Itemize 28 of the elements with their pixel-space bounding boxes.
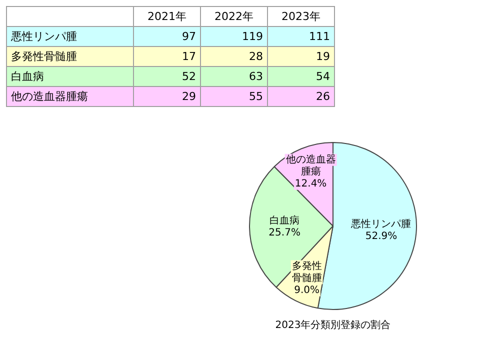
data-label: 25.7% <box>268 227 300 238</box>
text: 2023年分類別登録の割合 <box>274 318 392 332</box>
data-label: 9.0% <box>294 284 320 296</box>
series-label: 白血病 <box>6 66 134 86</box>
data-label: 119 <box>200 26 268 46</box>
data-label: 111 <box>268 26 334 46</box>
data-label: 12.4% <box>294 178 327 190</box>
slice-label: 悪性リンパ腫 <box>350 218 412 230</box>
slice-label: 他の造血器腫瘍 <box>286 154 336 178</box>
series-label: 多発性骨髄腫 <box>6 46 134 66</box>
slice-label: 多発性骨髄腫 <box>292 260 322 284</box>
category-label: 2021年 <box>134 6 200 26</box>
series-label: 他の造血器腫瘍 <box>6 86 134 106</box>
data-label: 17 <box>134 46 200 66</box>
series-label: 悪性リンパ腫 <box>6 26 134 46</box>
category-label: 2023年 <box>268 6 334 26</box>
data-label: 26 <box>268 86 334 106</box>
data-label: 54 <box>268 66 334 86</box>
slice-label: 白血病 <box>270 214 300 226</box>
category-label: 2022年 <box>200 6 268 26</box>
data-label: 52.9% <box>365 231 398 242</box>
data-label: 28 <box>200 46 268 66</box>
data-label: 29 <box>134 86 200 106</box>
data-label: 19 <box>268 46 334 66</box>
data-label: 52 <box>134 66 200 86</box>
data-label: 55 <box>200 86 268 106</box>
data-label: 97 <box>134 26 200 46</box>
data-label: 63 <box>200 66 268 86</box>
